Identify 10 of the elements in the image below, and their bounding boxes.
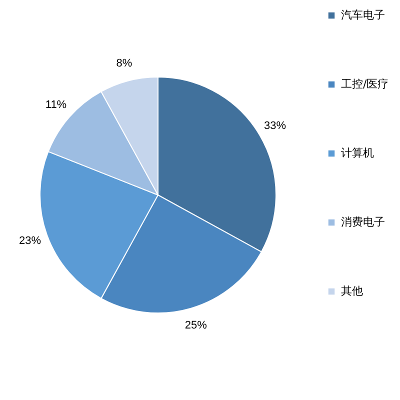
legend-label: 工控/医疗 xyxy=(341,78,389,90)
data-label: 25% xyxy=(184,320,208,332)
data-label: 11% xyxy=(45,99,67,112)
legend-label: 计算机 xyxy=(341,146,374,160)
data-label: 33% xyxy=(264,120,286,132)
data-label: 23% xyxy=(19,235,42,248)
legend-label: 其他 xyxy=(341,284,363,298)
data-label: 8% xyxy=(116,57,132,70)
legend-label: 消费电子 xyxy=(341,216,385,228)
legend-label: 汽车电子 xyxy=(341,8,385,22)
